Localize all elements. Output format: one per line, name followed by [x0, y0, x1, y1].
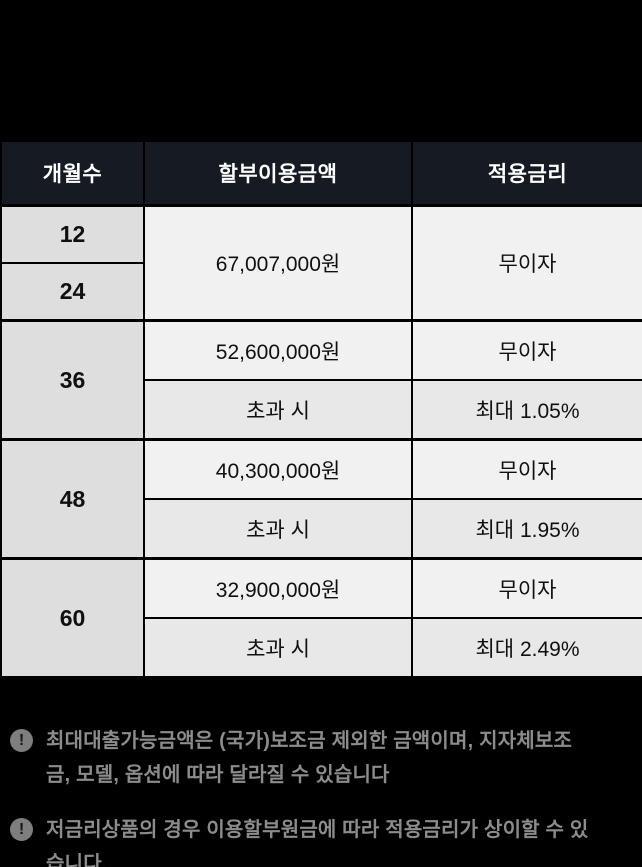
table-row: 60 32,900,000원 무이자: [0, 557, 642, 678]
footnote-text: 최대대출가능금액은 (국가)보조금 제외한 금액이며, 지자체보조금, 모델, …: [46, 730, 573, 786]
amount-cell: 40,300,000원: [143, 438, 413, 500]
rate-cell: 무이자: [411, 204, 642, 322]
table-header: 개월수 할부이용금액 적용금리: [0, 140, 642, 207]
exclamation-circle-icon: !: [10, 818, 33, 841]
months-cell-36: 36: [0, 319, 145, 441]
footnote-item: ! 최대대출가능금액은 (국가)보조금 제외한 금액이며, 지자체보조금, 모델…: [10, 724, 610, 792]
table-row: 48 40,300,000원 무이자: [0, 438, 642, 560]
over-label-cell: 초과 시: [143, 379, 413, 441]
table-row: 초과 시 최대 2.49%: [1, 617, 642, 678]
table-row: 12 67,007,000원 무이자: [0, 204, 642, 322]
months-cell-48: 48: [0, 438, 145, 560]
table-header-row: 개월수 할부이용금액 적용금리: [0, 140, 642, 207]
table-row: 24: [0, 262, 642, 322]
over-rate-cell: 최대 1.05%: [411, 379, 642, 441]
over-rate-cell: 최대 1.95%: [411, 498, 642, 560]
months-cell-12: 12: [0, 204, 145, 264]
over-label-cell: 초과 시: [143, 498, 413, 560]
table-row: 초과 시 최대 1.95%: [1, 498, 642, 560]
amount-cell: 67,007,000원: [143, 204, 413, 322]
column-header-months: 개월수: [0, 140, 145, 207]
column-header-amount: 할부이용금액: [143, 140, 413, 207]
table-row: 36 52,600,000원 무이자: [0, 319, 642, 441]
page: 개월수 할부이용금액 적용금리 12 67,007,000원 무이자 24 36…: [0, 140, 642, 867]
installment-rate-table: 개월수 할부이용금액 적용금리 12 67,007,000원 무이자 24 36…: [0, 140, 642, 678]
exclamation-circle-icon: !: [10, 729, 33, 752]
rate-cell: 무이자: [411, 319, 642, 381]
months-cell-60: 60: [0, 557, 145, 678]
footnote-text: 저금리상품의 경우 이용할부원금에 따라 적용금리가 상이할 수 있습니다.: [46, 819, 589, 867]
amount-cell: 32,900,000원: [143, 557, 413, 619]
rate-cell: 무이자: [411, 438, 642, 500]
amount-cell: 52,600,000원: [143, 319, 413, 381]
rate-cell: 무이자: [411, 557, 642, 619]
over-rate-cell: 최대 2.49%: [411, 617, 642, 678]
over-label-cell: 초과 시: [143, 617, 413, 678]
footnotes: ! 최대대출가능금액은 (국가)보조금 제외한 금액이며, 지자체보조금, 모델…: [10, 724, 610, 867]
months-cell-24: 24: [0, 262, 145, 322]
footnote-item: ! 저금리상품의 경우 이용할부원금에 따라 적용금리가 상이할 수 있습니다.: [10, 813, 610, 867]
column-header-rate: 적용금리: [411, 140, 642, 207]
